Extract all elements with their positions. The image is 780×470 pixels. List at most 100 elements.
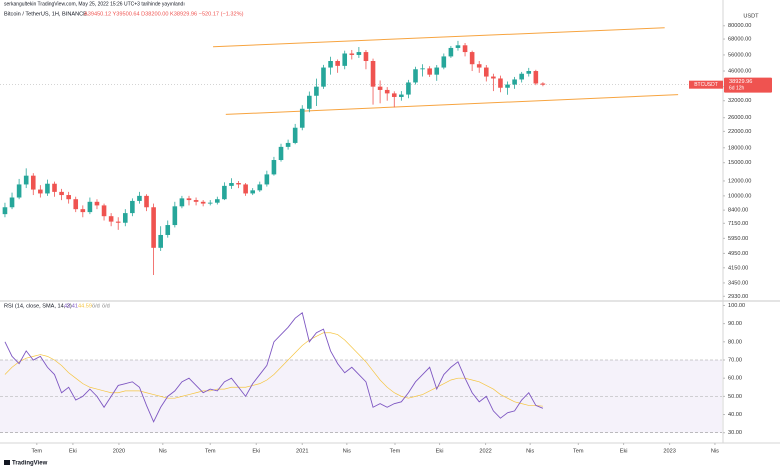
candle-body [80, 209, 86, 213]
candle-body [94, 201, 100, 206]
y-tick-label: 26000.00 [728, 115, 751, 121]
y-tick-label: 7150.00 [728, 221, 748, 227]
candle-body [101, 205, 107, 217]
footer-logo: TradingView [4, 460, 48, 467]
candle-body [533, 71, 539, 84]
candle-body [363, 52, 369, 62]
y-tick-label: 4150.00 [728, 265, 748, 271]
y-tick-label: 22000.00 [728, 129, 751, 135]
y-tick-label: 12000.00 [728, 178, 751, 184]
candle-body [328, 61, 333, 68]
candle-body [73, 199, 79, 210]
candle-body [30, 175, 36, 190]
y-tick-label: 46000.00 [728, 69, 751, 75]
x-tick-label: Eki [252, 448, 260, 454]
candle-body [307, 95, 312, 109]
candle-body [483, 67, 489, 77]
na-label: ö/d [92, 303, 100, 309]
candle-body [179, 198, 185, 207]
y-tick-label: 2930.00 [728, 294, 748, 300]
x-tick-label: Nis [343, 448, 351, 454]
candle-body [108, 216, 114, 222]
candle-body [264, 174, 270, 185]
y-tick-label: 90.00 [728, 321, 742, 327]
candle-body [314, 86, 319, 96]
price-tag-countdown: 6d 12h [729, 86, 745, 92]
candle-body [491, 76, 496, 79]
candle-body [434, 67, 440, 75]
candle-body [420, 68, 425, 70]
y-tick-label: 40.00 [728, 412, 742, 418]
y-tick-label: 10000.00 [728, 193, 751, 199]
y-tick-label: 3450.00 [728, 280, 748, 286]
candle-body [476, 64, 482, 68]
candle-body [243, 184, 248, 194]
candle-body [172, 206, 178, 226]
y-tick-label: 50.00 [728, 394, 742, 400]
candle-body [413, 69, 418, 83]
candle-body [455, 45, 461, 48]
candle-body [505, 84, 510, 88]
author-line: serkangultekin TradingView.com, May 25, … [4, 1, 185, 7]
candle-body [292, 127, 298, 143]
candle-body [158, 234, 163, 248]
x-tick-label: 2023 [663, 448, 675, 454]
y-tick-label: 4950.00 [728, 251, 748, 257]
price-tag-value: 38929.96 [729, 79, 752, 85]
candle-body [285, 142, 291, 147]
y-tick-label: 56000.00 [728, 52, 751, 58]
x-tick-label: Eki [69, 448, 77, 454]
y-tick-label: 18000.00 [728, 145, 751, 151]
y-tick-label: 8400.00 [728, 208, 748, 214]
candle-body [52, 183, 57, 192]
candle-body [335, 61, 340, 66]
candle-body [356, 52, 362, 55]
candle-body [370, 61, 376, 87]
candle-body [207, 202, 213, 204]
candle-body [144, 195, 149, 208]
candle-body [342, 53, 348, 66]
rsi-title: RSI (14, close, SMA, 14, 2) [4, 303, 72, 309]
candle-body [87, 201, 93, 213]
y-tick-label: 30.00 [728, 430, 742, 436]
candle-body [9, 197, 15, 208]
x-tick-label: Tem [32, 448, 43, 454]
x-tick-label: Tem [390, 448, 401, 454]
candle-body [23, 175, 29, 185]
candle-body [215, 199, 220, 203]
rsi-value: 43.41 [64, 303, 78, 309]
candle-body [519, 73, 524, 80]
y-tick-label: 15000.00 [728, 160, 751, 166]
x-tick-label: Tem [573, 448, 584, 454]
y-tick-label: 32000.00 [728, 98, 751, 104]
x-tick-label: Nis [711, 448, 719, 454]
candle-body [222, 185, 227, 200]
candle-body [462, 45, 468, 53]
x-tick-label: Eki [436, 448, 444, 454]
candle-body [384, 89, 390, 94]
candle-body [250, 190, 255, 194]
candle-body [299, 108, 305, 128]
candle-body [321, 67, 326, 87]
y-tick-label: 68000.00 [728, 37, 751, 43]
candle-body [406, 82, 411, 95]
candle-body [512, 79, 517, 85]
candle-body [229, 183, 234, 186]
candle-body [2, 207, 8, 215]
candle-body [130, 200, 135, 214]
candle-body [137, 195, 142, 201]
x-tick-label: 2020 [113, 448, 125, 454]
currency: USDT [743, 13, 759, 19]
candle-body [59, 191, 64, 196]
candle-body [498, 78, 503, 88]
rsi-value: 44.59 [78, 303, 92, 309]
candle-body [193, 200, 199, 202]
y-tick-label: 70.00 [728, 357, 742, 363]
candle-body [66, 195, 71, 200]
candle-body [271, 160, 277, 175]
candle-body [278, 146, 284, 161]
trend-line [213, 27, 665, 48]
footer: TradingView [12, 461, 48, 467]
candle-body [391, 93, 397, 97]
